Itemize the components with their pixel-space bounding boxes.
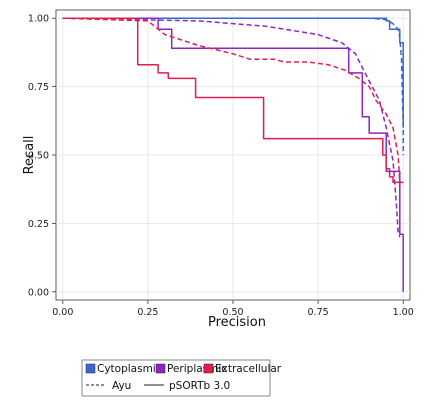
series-extracellular-psortb	[62, 17, 404, 184]
y-tick-label: 0.00	[28, 287, 49, 298]
x-tick-label: 0.50	[222, 307, 243, 318]
legend-swatch-periplasmic	[155, 363, 166, 374]
legend-label-cytoplasmic: Cytoplasmic	[97, 363, 162, 375]
legend-swatch-extracellular	[203, 363, 214, 374]
legend: Cytoplasmic Periplasmic Extracellular Ay…	[81, 359, 282, 397]
series-extracellular-ayu	[62, 17, 404, 184]
legend-box	[81, 359, 271, 397]
series-periplasmic-ayu	[62, 17, 401, 238]
series-cytoplasmic-ayu	[62, 17, 404, 155]
y-tick-label: 1.00	[28, 14, 49, 25]
x-axis-label: Precision	[208, 315, 266, 330]
legend-swatch-cytoplasmic	[85, 363, 96, 374]
y-ticks: 0.00 0.25 0.50 0.75 1.00	[28, 14, 56, 298]
x-tick-label: 1.00	[393, 307, 414, 318]
y-axis-label: Recall	[22, 136, 37, 175]
x-tick-label: 0.00	[52, 307, 73, 318]
legend-label-ayu: Ayu	[112, 380, 131, 392]
series-periplasmic-psortb	[62, 17, 404, 292]
y-tick-label: 0.50	[28, 151, 49, 162]
x-tick-label: 0.25	[137, 307, 158, 318]
legend-label-psortb: pSORTb 3.0	[169, 380, 230, 392]
legend-label-extracellular: Extracellular	[215, 363, 282, 375]
x-tick-label: 0.75	[308, 307, 329, 318]
series-layer	[62, 17, 404, 292]
y-tick-label: 0.25	[28, 219, 49, 230]
x-ticks: 0.00 0.25 0.50 0.75 1.00	[52, 300, 414, 318]
y-tick-label: 0.75	[28, 82, 49, 93]
